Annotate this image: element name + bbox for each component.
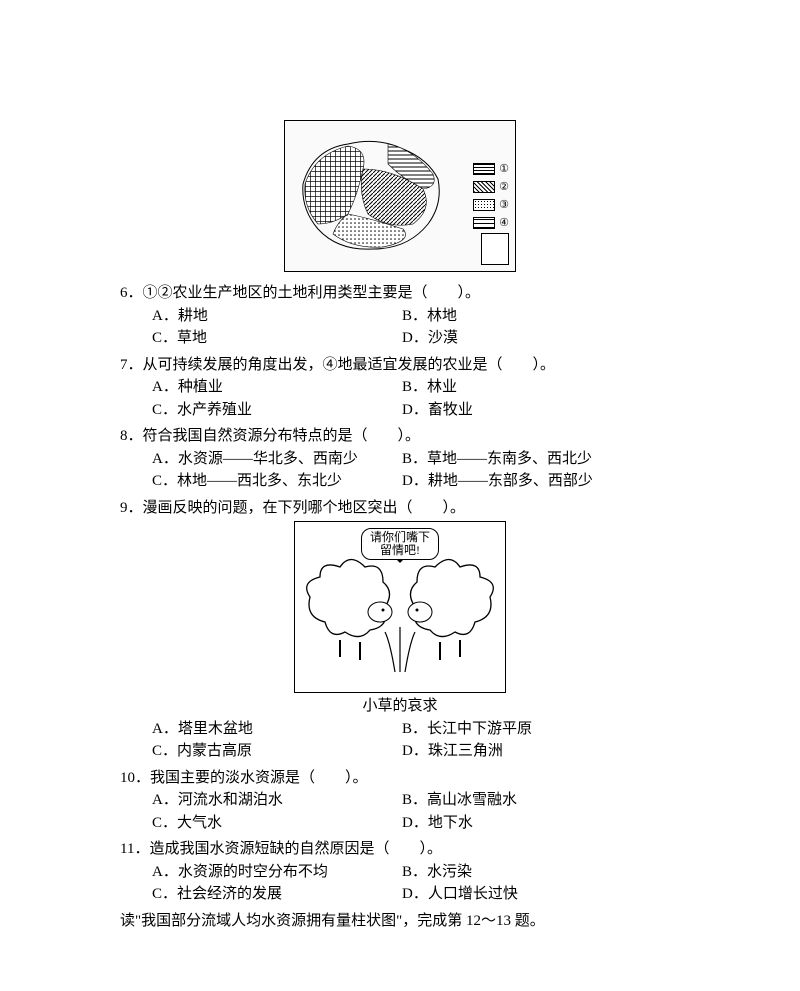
question-options: A．种植业 B．林业 C．水产养殖业 D．畜牧业 <box>152 376 680 421</box>
option-c: C．社会经济的发展 <box>152 883 402 906</box>
reading-instruction: 读"我国部分流域人均水资源拥有量柱状图"，完成第 12～13 题。 <box>120 910 680 933</box>
legend-item: ① <box>473 161 509 177</box>
legend-label: ① <box>499 161 509 177</box>
option-c: C．水产养殖业 <box>152 399 402 422</box>
question-number: 8 <box>120 428 128 444</box>
question-stem: 8．符合我国自然资源分布特点的是（ ）。 <box>120 425 680 448</box>
question-number: 7 <box>120 357 128 373</box>
cartoon-svg <box>295 522 505 692</box>
option-d: D．人口增长过快 <box>402 883 652 906</box>
question-stem: 9．漫画反映的问题，在下列哪个地区突出（ ）。 <box>120 497 680 520</box>
option-c: C．内蒙古高原 <box>152 740 402 763</box>
legend-item: ② <box>473 179 509 195</box>
option-b: B．林业 <box>402 376 652 399</box>
option-c: C．草地 <box>152 327 402 350</box>
option-a: A．耕地 <box>152 305 402 328</box>
question-number: 9 <box>120 500 128 516</box>
question-number: 11 <box>120 841 134 857</box>
question-10: 10．我国主要的淡水资源是（ ）。 A．河流水和湖泊水 B．高山冰雪融水 C．大… <box>120 767 680 835</box>
page: ① ② ③ ④ 6．①②农业生产地区的土地利用类型主要是（ ）。 A．耕地 B．… <box>0 0 800 952</box>
option-d: D．畜牧业 <box>402 399 652 422</box>
option-b: B．草地——东南多、西北少 <box>402 448 652 471</box>
option-d: D．耕地——东部多、西部少 <box>402 470 652 493</box>
option-a: A．水资源的时空分布不均 <box>152 861 402 884</box>
legend-swatch-icon <box>473 163 495 175</box>
option-b: B．林地 <box>402 305 652 328</box>
option-a: A．种植业 <box>152 376 402 399</box>
question-stem: 10．我国主要的淡水资源是（ ）。 <box>120 767 680 790</box>
legend-label: ③ <box>499 197 509 213</box>
china-map-figure: ① ② ③ ④ <box>284 120 516 272</box>
option-d: D．沙漠 <box>402 327 652 350</box>
option-a: A．水资源——华北多、西南少 <box>152 448 402 471</box>
question-9-options: A．塔里木盆地 B．长江中下游平原 C．内蒙古高原 D．珠江三角洲 <box>152 718 680 763</box>
map-legend: ① ② ③ ④ <box>473 161 509 233</box>
question-number: 10 <box>120 770 135 786</box>
question-8: 8．符合我国自然资源分布特点的是（ ）。 A．水资源——华北多、西南少 B．草地… <box>120 425 680 493</box>
option-b: B．高山冰雪融水 <box>402 789 652 812</box>
legend-swatch-icon <box>473 181 495 193</box>
option-a: A．塔里木盆地 <box>152 718 402 741</box>
question-11: 11．造成我国水资源短缺的自然原因是（ ）。 A．水资源的时空分布不均 B．水污… <box>120 838 680 906</box>
question-9: 9．漫画反映的问题，在下列哪个地区突出（ ）。 <box>120 497 680 520</box>
legend-item: ④ <box>473 215 509 231</box>
option-c: C．林地——西北多、东北少 <box>152 470 402 493</box>
legend-swatch-icon <box>473 217 495 229</box>
legend-label: ④ <box>499 215 509 231</box>
question-options: A．耕地 B．林地 C．草地 D．沙漠 <box>152 305 680 350</box>
question-options: A．河流水和湖泊水 B．高山冰雪融水 C．大气水 D．地下水 <box>152 789 680 834</box>
question-number: 6 <box>120 285 128 301</box>
china-map-svg <box>293 129 448 259</box>
option-b: B．长江中下游平原 <box>402 718 652 741</box>
question-6: 6．①②农业生产地区的土地利用类型主要是（ ）。 A．耕地 B．林地 C．草地 … <box>120 282 680 350</box>
legend-swatch-icon <box>473 199 495 211</box>
option-a: A．河流水和湖泊水 <box>152 789 402 812</box>
question-stem: 6．①②农业生产地区的土地利用类型主要是（ ）。 <box>120 282 680 305</box>
question-options: A．水资源——华北多、西南少 B．草地——东南多、西北少 C．林地——西北多、东… <box>152 448 680 493</box>
question-stem: 11．造成我国水资源短缺的自然原因是（ ）。 <box>120 838 680 861</box>
question-options: A．水资源的时空分布不均 B．水污染 C．社会经济的发展 D．人口增长过快 <box>152 861 680 906</box>
legend-item: ③ <box>473 197 509 213</box>
cartoon-figure: 请你们嘴下 留情吧! <box>294 521 506 693</box>
option-c: C．大气水 <box>152 812 402 835</box>
option-b: B．水污染 <box>402 861 652 884</box>
option-d: D．地下水 <box>402 812 652 835</box>
question-7: 7．从可持续发展的角度出发，④地最适宜发展的农业是（ ）。 A．种植业 B．林业… <box>120 354 680 422</box>
option-d: D．珠江三角洲 <box>402 740 652 763</box>
legend-label: ② <box>499 179 509 195</box>
map-inset <box>481 233 509 265</box>
cartoon-caption: 小草的哀求 <box>120 695 680 718</box>
question-stem: 7．从可持续发展的角度出发，④地最适宜发展的农业是（ ）。 <box>120 354 680 377</box>
